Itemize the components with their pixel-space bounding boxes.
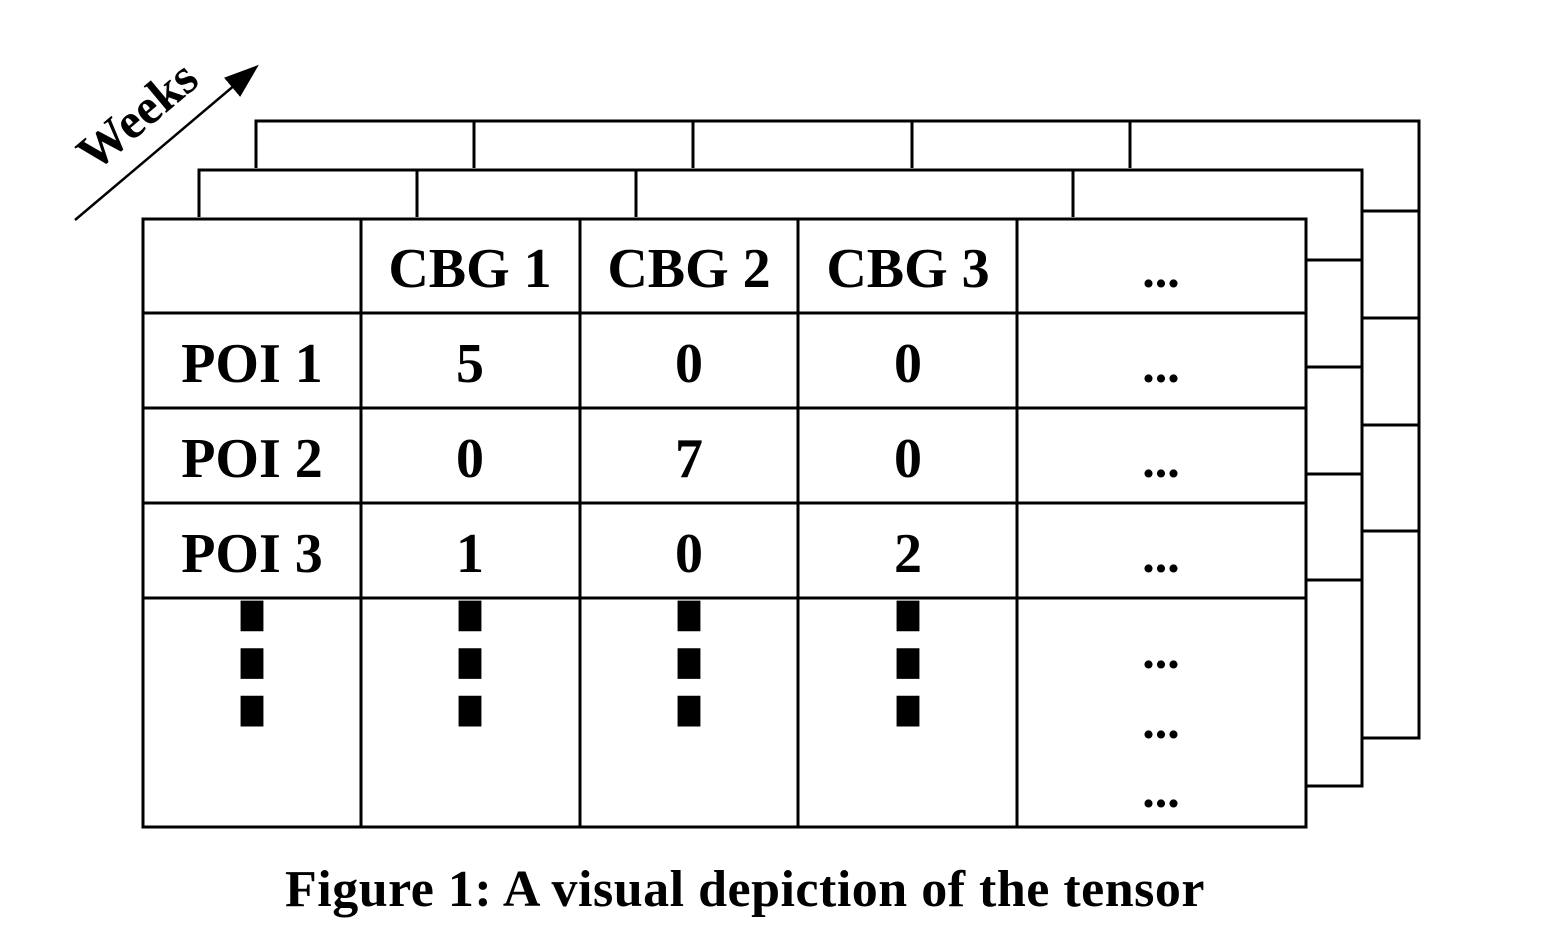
header-cbg-1: CBG 1 <box>388 238 551 300</box>
table-row: POI 3 1 0 2 ... <box>181 523 1180 585</box>
table-cell: 7 <box>675 428 703 490</box>
table-cell: 0 <box>894 333 922 395</box>
vertical-ellipsis: ⋮ <box>843 569 973 759</box>
figure-caption: Figure 1: A visual depiction of the tens… <box>285 861 1205 918</box>
header-cbg-3: CBG 3 <box>826 238 989 300</box>
table-cell: 0 <box>456 428 484 490</box>
row-label-poi-1: POI 1 <box>181 333 323 395</box>
header-cbg-2: CBG 2 <box>607 238 770 300</box>
horizontal-ellipsis: ... <box>1142 762 1180 818</box>
table-cell: 5 <box>456 333 484 395</box>
row-label-poi-3: POI 3 <box>181 523 323 585</box>
back-layer-2 <box>254 119 1421 740</box>
table-cell: 0 <box>894 428 922 490</box>
vertical-ellipsis: ⋮ <box>405 569 535 759</box>
horizontal-ellipsis: ... <box>1142 693 1180 749</box>
row-ellipsis: ... <box>1142 432 1180 488</box>
horizontal-ellipsis: ... <box>1142 623 1180 679</box>
table-row: POI 1 5 0 0 ... <box>181 333 1180 395</box>
vertical-ellipsis: ⋮ <box>187 569 317 759</box>
header-ellipsis: ... <box>1142 242 1180 298</box>
row-ellipsis: ... <box>1142 337 1180 393</box>
header-row: CBG 1 CBG 2 CBG 3 ... <box>388 238 1179 300</box>
weeks-axis-label: Weeks <box>66 49 208 181</box>
table-cell: 0 <box>675 523 703 585</box>
back-layer-1 <box>197 168 1364 788</box>
front-table-grid <box>141 217 1308 829</box>
vertical-ellipsis: ⋮ <box>624 569 754 759</box>
table-row: POI 2 0 7 0 ... <box>181 428 1180 490</box>
weeks-arrow <box>74 64 259 221</box>
row-ellipsis: ... <box>1142 527 1180 583</box>
row-label-poi-2: POI 2 <box>181 428 323 490</box>
table-cell: 1 <box>456 523 484 585</box>
table-cell: 0 <box>675 333 703 395</box>
table-cell: 2 <box>894 523 922 585</box>
continuation-row: ⋮ ⋮ ⋮ ⋮ ... ... ... <box>187 569 1180 818</box>
